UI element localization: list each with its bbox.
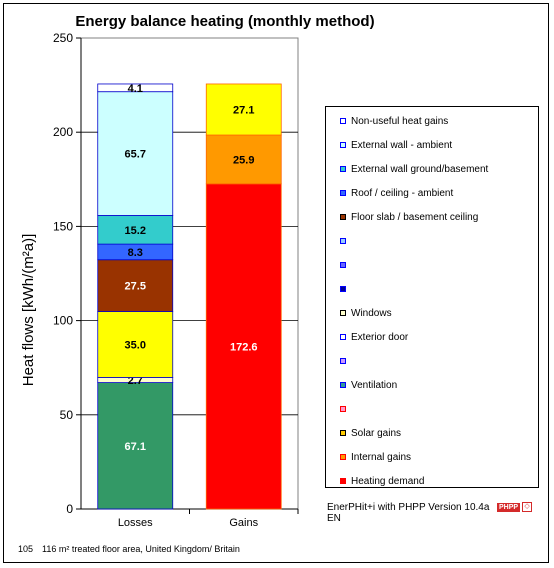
legend-swatch [340,454,346,460]
legend-swatch [340,262,346,268]
bar-segment [97,382,174,510]
legend-swatch [340,334,346,340]
bar-segment [97,91,174,216]
legend-swatch [340,166,346,172]
legend-label: Solar gains [351,427,402,439]
legend-label: External wall - ambient [351,139,453,151]
legend-swatch [340,118,346,124]
phpp-logo-text: PHPP [497,502,521,512]
data-label: 25.9 [233,154,254,166]
footer-number: 105 [18,544,34,554]
legend-swatch [340,310,346,316]
legend-label: Floor slab / basement ceiling [351,211,479,223]
y-tick-label: 250 [53,31,73,45]
legend-item: External wall ground/basement [340,162,488,176]
bar-segment [97,259,174,312]
bar-segment [205,134,282,185]
bar-segment [97,215,174,245]
data-label: 2.7 [128,375,143,387]
legend-label: Internal gains [351,451,412,463]
legend-item: Exterior door [340,330,408,344]
bar-segment [97,83,174,93]
legend-swatch [340,406,346,412]
data-label: 15.2 [125,225,146,237]
legend-label: Windows [351,307,392,319]
legend-item: External wall - ambient [340,138,452,152]
data-label: 27.1 [233,104,254,116]
bar-segment [97,311,174,378]
legend: Non-useful heat gains External wall - amb… [325,106,539,488]
legend-swatch [340,214,346,220]
legend-item [340,234,351,248]
legend-item: Solar gains [340,426,401,440]
legend-item: Internal gains [340,450,411,464]
phpp-logo-icon: ◇ [522,502,533,512]
legend-item: Windows [340,306,392,320]
y-tick-label: 0 [66,502,73,516]
data-label: 67.1 [125,441,146,453]
legend-item [340,354,351,368]
data-label: 4.1 [128,83,143,95]
legend-item [340,258,351,272]
version-info: EnerPHit+i with PHPP Version 10.4a EN [327,502,489,524]
legend-item [340,402,351,416]
legend-label: Non-useful heat gains [351,115,449,127]
legend-item [340,282,351,296]
legend-item: Roof / ceiling - ambient [340,186,453,200]
y-tick-label: 100 [53,314,73,328]
chart-frame [3,3,549,563]
data-label: 172.6 [230,341,258,353]
legend-item: Ventilation [340,378,397,392]
legend-label: Exterior door [351,331,409,343]
version-line-1: EnerPHit+i with PHPP Version 10.4a [327,502,490,513]
legend-swatch [340,358,346,364]
y-tick-label: 50 [60,408,74,422]
data-label: 8.3 [128,247,143,259]
legend-swatch [340,382,346,388]
legend-label: Ventilation [351,379,398,391]
phpp-logo: PHPP ◇ [497,501,535,513]
legend-swatch [340,238,346,244]
legend-label: External wall ground/basement [351,163,489,175]
bar-segment [205,83,282,136]
y-tick-label: 150 [53,219,73,233]
legend-swatch [340,478,346,484]
legend-label: Heating demand [351,475,425,487]
legend-swatch [340,190,346,196]
x-tick-label: Losses [118,517,153,529]
y-tick-label: 200 [53,125,73,139]
x-tick-label: Gains [229,517,258,529]
data-label: 65.7 [125,149,146,161]
legend-swatch [340,142,346,148]
version-line-2: EN [327,513,341,524]
legend-swatch [340,430,346,436]
legend-label: Roof / ceiling - ambient [351,187,454,199]
bar-segment [205,183,282,510]
legend-item: Floor slab / basement ceiling [340,210,478,224]
legend-item: Heating demand [340,474,424,488]
data-label: 35.0 [125,340,146,352]
legend-swatch [340,286,346,292]
data-label: 27.5 [125,281,146,293]
legend-item: Non-useful heat gains [340,114,448,128]
y-axis-label: Heat flows [kWh/(m²a)] [20,234,37,387]
footer-text: 116 m² treated floor area, United Kingdo… [42,544,240,554]
chart-title: Energy balance heating (monthly method) [75,13,374,30]
